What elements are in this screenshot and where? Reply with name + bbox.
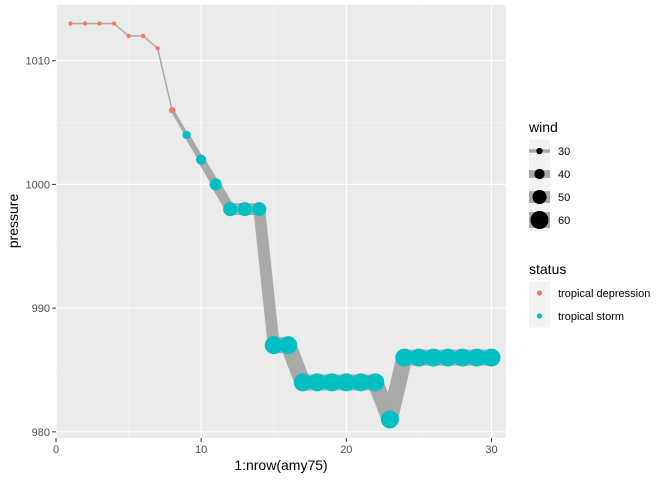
legend-status: status tropical depression tropical storm xyxy=(529,261,650,328)
data-point xyxy=(264,336,283,355)
path-segment xyxy=(170,109,189,136)
data-point xyxy=(252,202,267,217)
data-point xyxy=(482,348,501,367)
data-point xyxy=(196,154,207,165)
legend-status-dot xyxy=(536,313,543,319)
x-tick-label: 10 xyxy=(195,444,207,456)
legend-wind-dot xyxy=(530,211,549,229)
legend-wind-title: wind xyxy=(528,119,558,135)
legend-wind: wind 30 40 50 60 xyxy=(528,119,570,232)
y-axis-title: pressure xyxy=(5,194,21,249)
path-segment xyxy=(142,35,159,49)
data-point xyxy=(453,348,472,367)
legend-status-label: tropical storm xyxy=(558,311,624,323)
data-point xyxy=(438,348,457,367)
plot-panel xyxy=(56,5,506,438)
data-point xyxy=(82,21,88,26)
legend-wind-label: 30 xyxy=(558,146,570,158)
y-tick-label: 1010 xyxy=(26,56,50,68)
path-segment xyxy=(382,355,413,422)
legend-wind-label: 50 xyxy=(558,192,570,204)
data-point xyxy=(395,348,414,367)
x-tick-label: 20 xyxy=(340,444,352,456)
legend-wind-dot xyxy=(534,168,545,180)
data-point xyxy=(223,202,238,217)
legend-wind-dot xyxy=(532,189,547,205)
data-point xyxy=(182,130,191,140)
legend-status-title: status xyxy=(529,261,566,277)
x-axis-title: 1:nrow(amy75) xyxy=(234,457,327,473)
data-point xyxy=(209,178,222,191)
data-point xyxy=(351,373,370,392)
data-point xyxy=(97,21,102,26)
data-point xyxy=(293,373,312,392)
y-tick-label: 990 xyxy=(32,303,50,315)
data-point xyxy=(337,373,356,392)
data-point xyxy=(237,202,252,217)
data-point xyxy=(467,348,486,367)
legend-wind-label: 60 xyxy=(558,215,570,227)
data-point xyxy=(155,46,160,51)
data-point xyxy=(168,106,176,114)
path-segment xyxy=(156,48,173,111)
data-point xyxy=(279,336,298,355)
legend-status-label: tropical depression xyxy=(558,288,650,300)
legend-status-dot xyxy=(536,290,543,296)
data-point xyxy=(111,21,117,26)
legend-wind-dot xyxy=(536,147,543,155)
data-point xyxy=(68,21,73,26)
data-point xyxy=(126,33,131,39)
data-point xyxy=(140,33,146,39)
x-axis: 0 10 20 30 xyxy=(53,438,498,456)
path-segment xyxy=(113,22,130,37)
data-point xyxy=(380,410,399,429)
legend-wind-label: 40 xyxy=(558,169,570,181)
data-points xyxy=(68,21,501,429)
data-point xyxy=(409,348,428,367)
path-segment xyxy=(253,208,280,346)
y-tick-label: 980 xyxy=(32,427,50,439)
data-point xyxy=(308,373,327,392)
x-tick-label: 0 xyxy=(53,444,59,456)
x-tick-label: 30 xyxy=(485,444,497,456)
grid-minor xyxy=(56,5,506,438)
y-tick-label: 1000 xyxy=(26,179,50,191)
y-axis: 980 990 1000 1010 xyxy=(26,56,56,439)
data-point xyxy=(366,373,385,392)
data-point xyxy=(424,348,443,367)
data-point xyxy=(322,373,341,392)
